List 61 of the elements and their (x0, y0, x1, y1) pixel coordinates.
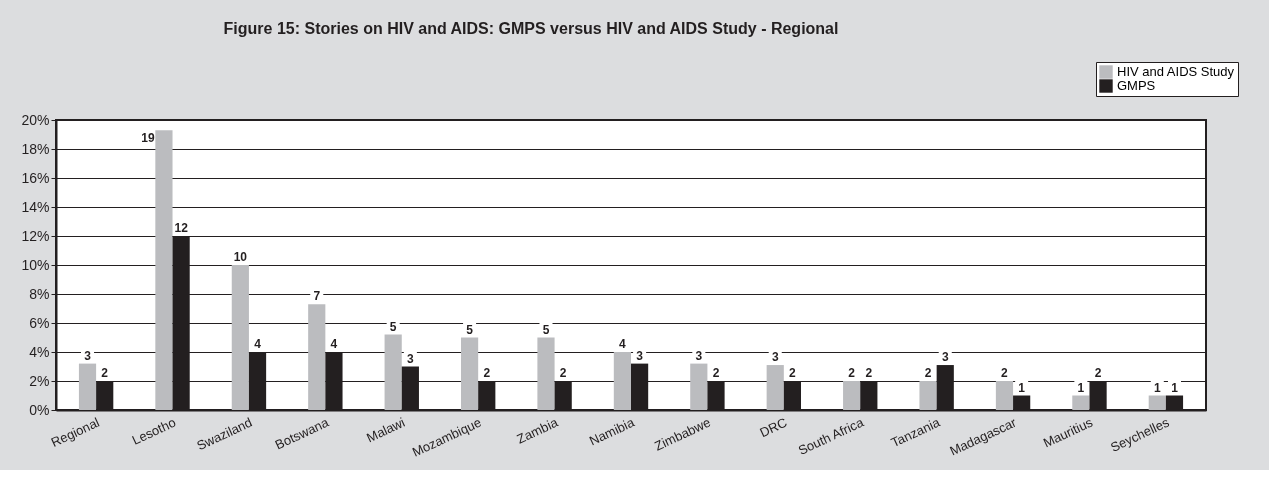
x-tick-label: DRC (757, 414, 790, 441)
bar (460, 337, 479, 410)
y-tick-label: 8% (29, 285, 50, 302)
y-tick-label: 4% (29, 343, 50, 360)
data-label: 1 (1018, 380, 1026, 395)
x-tick-label: South Africa (795, 414, 867, 458)
y-tick-label: 12% (21, 227, 50, 244)
data-label: 2 (848, 366, 856, 380)
data-label: 2 (559, 366, 567, 380)
y-tick-label: 0% (29, 401, 50, 418)
bar (1072, 395, 1090, 410)
data-label: 3 (636, 348, 644, 363)
data-label: 5 (466, 322, 474, 337)
data-label: 2 (924, 366, 932, 380)
bar (384, 334, 402, 410)
bar (843, 381, 861, 410)
data-label: 2 (865, 366, 873, 380)
data-label: 2 (483, 366, 491, 380)
data-label: 2 (101, 366, 109, 380)
data-label: 2 (1094, 366, 1102, 380)
data-label: 2 (712, 366, 720, 380)
bar (308, 304, 326, 410)
data-label: 3 (407, 351, 415, 366)
bar (995, 381, 1014, 410)
data-label: 7 (313, 289, 321, 304)
data-label: 10 (233, 250, 248, 264)
legend-label: GMPS (1117, 78, 1156, 93)
y-tick-label: 6% (29, 314, 50, 331)
y-tick-label: 20% (21, 111, 50, 128)
bar (766, 365, 784, 410)
bar (537, 337, 555, 410)
data-label: 2 (789, 366, 797, 380)
data-label: 1 (1077, 380, 1085, 395)
data-label: 4 (254, 337, 262, 351)
bar (155, 130, 173, 410)
data-label: 5 (389, 319, 397, 334)
data-label: 1 (1171, 380, 1179, 395)
chart-title: Figure 15: Stories on HIV and AIDS: GMPS versus HIV and AIDS Study - Regional (223, 19, 839, 37)
data-label: 3 (771, 350, 779, 365)
bar (78, 363, 97, 410)
legend-label: HIV and AIDS Study (1117, 64, 1235, 79)
y-tick-label: 2% (29, 372, 50, 389)
bar (1148, 395, 1166, 410)
data-label: 1 (1153, 380, 1161, 395)
y-tick-label: 16% (21, 169, 50, 186)
data-label: 4 (330, 337, 338, 351)
y-tick-label: 10% (21, 256, 50, 273)
bar (919, 381, 937, 410)
bar (690, 363, 708, 410)
data-label: 3 (695, 348, 703, 363)
data-label: 2 (1001, 366, 1009, 380)
bar (231, 265, 249, 410)
bar (613, 352, 631, 410)
y-tick-label: 14% (21, 198, 50, 215)
data-label: 12 (174, 221, 189, 235)
data-label: 3 (84, 348, 92, 363)
data-label: 5 (542, 322, 550, 337)
y-tick-label: 18% (21, 140, 50, 157)
data-label: 3 (941, 350, 949, 365)
data-label: 19 (141, 131, 155, 146)
data-label: 4 (619, 337, 627, 351)
